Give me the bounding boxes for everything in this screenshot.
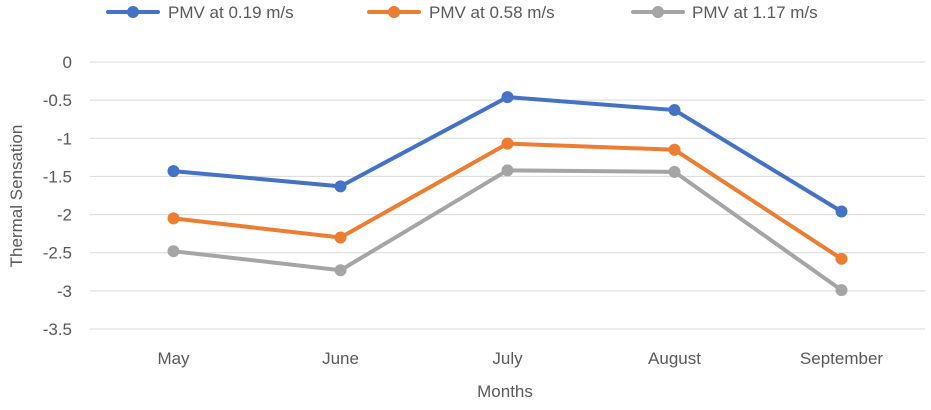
series-3	[167, 164, 848, 297]
data-point	[668, 165, 681, 178]
legend-item: PMV at 1.17 m/s	[631, 3, 818, 22]
legend-label: PMV at 1.17 m/s	[692, 3, 818, 22]
y-axis-ticks: 0 -0.5 -1 -1.5 -2 -2.5 -3 -3.5	[43, 53, 72, 339]
legend-swatch-marker	[127, 6, 139, 18]
x-axis-ticks: May June July August September	[157, 349, 883, 368]
data-point	[501, 164, 514, 177]
data-point	[501, 91, 514, 104]
x-axis-title: Months	[477, 382, 533, 401]
y-tick-label: 0	[63, 53, 72, 72]
data-point	[334, 264, 347, 277]
y-tick-label: -2.5	[43, 244, 72, 263]
series-2	[167, 137, 848, 265]
data-point	[668, 104, 681, 117]
data-point	[167, 165, 180, 178]
legend-item: PMV at 0.58 m/s	[367, 3, 555, 22]
data-point	[167, 245, 180, 258]
series-group	[167, 91, 848, 297]
series-1	[167, 91, 848, 218]
legend: PMV at 0.19 m/s PMV at 0.58 m/s PMV at 1.1…	[106, 3, 818, 22]
legend-item: PMV at 0.19 m/s	[106, 3, 294, 22]
legend-swatch-marker	[652, 6, 664, 18]
x-tick-label: June	[322, 349, 359, 368]
y-tick-label: -2	[57, 206, 72, 225]
series-line	[171, 141, 844, 261]
data-point	[668, 143, 681, 156]
y-tick-label: -1	[57, 129, 72, 148]
y-tick-label: -3	[57, 282, 72, 301]
x-tick-label: September	[800, 349, 883, 368]
y-tick-label: -0.5	[43, 91, 72, 110]
x-tick-label: July	[492, 349, 523, 368]
data-point	[334, 180, 347, 193]
legend-swatch-marker	[388, 6, 400, 18]
x-tick-label: May	[157, 349, 190, 368]
data-point	[167, 212, 180, 225]
data-point	[501, 137, 514, 150]
x-tick-label: August	[648, 349, 701, 368]
data-point	[835, 284, 848, 297]
y-tick-label: -1.5	[43, 167, 72, 186]
legend-label: PMV at 0.19 m/s	[168, 3, 294, 22]
data-point	[334, 231, 347, 244]
data-point	[835, 252, 848, 265]
y-tick-label: -3.5	[43, 320, 72, 339]
legend-label: PMV at 0.58 m/s	[429, 3, 555, 22]
data-point	[835, 205, 848, 218]
y-axis-title: Thermal Sensation	[7, 125, 26, 268]
